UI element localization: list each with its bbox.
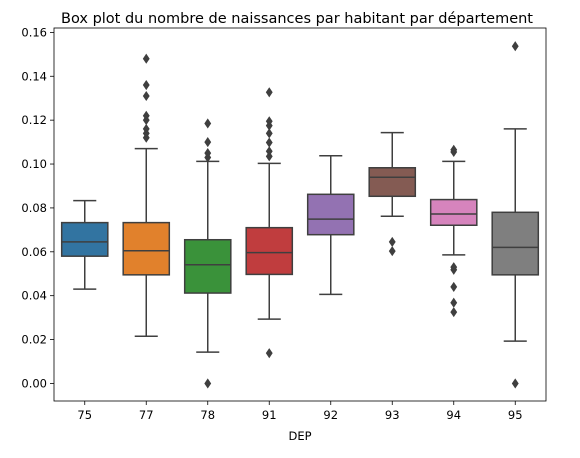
- y-tick-label: 0.04: [21, 289, 47, 303]
- box-group-91: [245, 87, 294, 359]
- box-group-93: [368, 131, 417, 257]
- outlier-point: [265, 128, 273, 139]
- box-91: [245, 226, 294, 276]
- box-78: [183, 238, 232, 294]
- y-tick-label: 0.16: [21, 25, 47, 39]
- box-group-78: [183, 118, 232, 389]
- box-group-92: [306, 154, 355, 296]
- axes-frame: [53, 27, 547, 402]
- box-group-77: [122, 53, 171, 338]
- outlier-point: [450, 307, 458, 318]
- outlier-point: [450, 262, 458, 273]
- y-tick-label: 0.00: [21, 376, 47, 390]
- box-group-95: [491, 41, 540, 389]
- y-tick-label: 0.10: [21, 157, 47, 171]
- box-75: [60, 221, 109, 257]
- outlier-point: [265, 137, 273, 148]
- y-tick-label: 0.14: [21, 69, 47, 83]
- y-tick-label: 0.02: [21, 333, 47, 347]
- outlier-point: [204, 378, 212, 389]
- outlier-point: [142, 53, 150, 64]
- x-tick-label: 95: [508, 408, 523, 422]
- outlier-point: [142, 123, 150, 134]
- box-92: [306, 193, 355, 236]
- x-tick-label: 94: [446, 408, 461, 422]
- x-tick-label: 92: [323, 408, 338, 422]
- chart-title: Box plot du nombre de naissances par hab…: [61, 11, 533, 27]
- outlier-point: [265, 348, 273, 359]
- box-95: [491, 211, 540, 276]
- outlier-point: [265, 146, 273, 157]
- outlier-point: [450, 281, 458, 292]
- plot-area: [60, 41, 540, 389]
- outlier-point: [511, 41, 519, 52]
- x-tick-label: 75: [77, 408, 92, 422]
- outlier-point: [142, 80, 150, 91]
- y-axis: 0.00 0.02 0.04 0.06 0.08 0.10 0.12 0.14 0.16: [21, 25, 54, 390]
- outlier-point: [450, 297, 458, 308]
- x-axis: 75 77 78 91 92 93 94 95: [77, 401, 523, 422]
- box-group-75: [60, 199, 109, 290]
- box-93: [368, 167, 417, 198]
- y-tick-label: 0.06: [21, 245, 47, 259]
- y-tick-label: 0.12: [21, 113, 47, 127]
- y-tick-label: 0.08: [21, 201, 47, 215]
- x-axis-label: DEP: [288, 429, 311, 443]
- outlier-point: [142, 90, 150, 102]
- outlier-point: [265, 151, 273, 162]
- outlier-point: [142, 110, 150, 121]
- outlier-point: [265, 87, 273, 98]
- outlier-point: [204, 137, 212, 148]
- x-tick-label: 78: [200, 408, 215, 422]
- outlier-point: [388, 246, 396, 257]
- box-94: [429, 198, 478, 227]
- outlier-point: [388, 236, 396, 247]
- x-tick-label: 91: [262, 408, 277, 422]
- x-tick-label: 93: [385, 408, 400, 422]
- box-77: [122, 221, 171, 276]
- outlier-point: [204, 148, 212, 159]
- x-tick-label: 77: [139, 408, 154, 422]
- box-group-94: [429, 144, 478, 318]
- outlier-point: [511, 378, 519, 389]
- outlier-point: [265, 116, 273, 127]
- outlier-point: [204, 118, 212, 129]
- outlier-point: [450, 144, 458, 155]
